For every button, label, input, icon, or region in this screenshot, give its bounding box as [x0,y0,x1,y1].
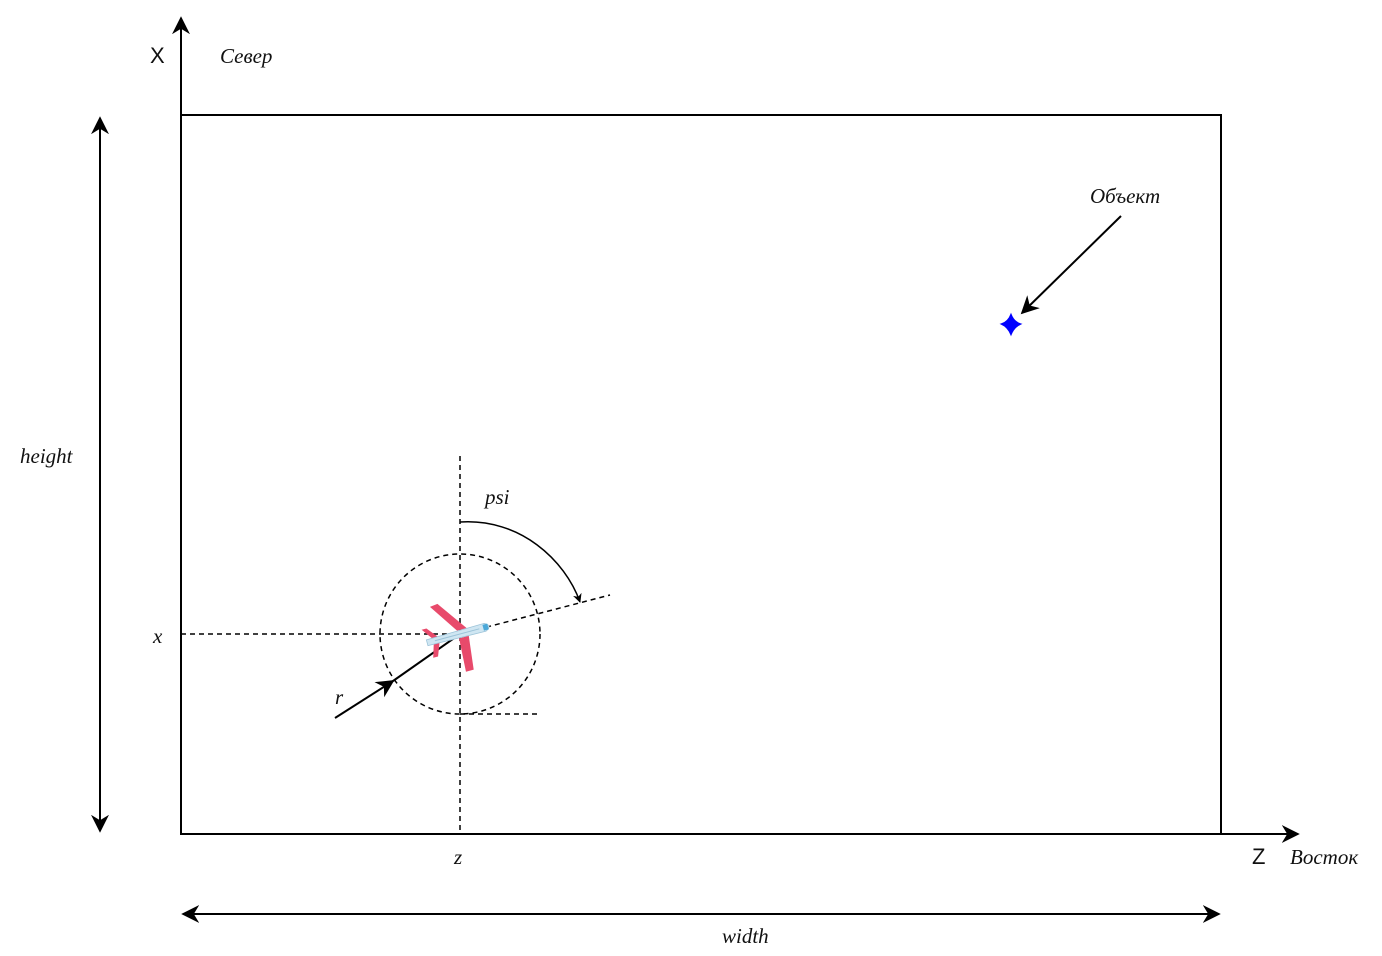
north-label: Север [220,44,272,68]
z-coordinate-label: z [453,845,462,869]
r-radius-arrow [334,680,395,719]
heading-dashed-line [459,594,611,635]
field-rectangle [180,114,1222,835]
r-radius-line [392,633,461,682]
psi-angle-arc [459,521,582,603]
z-axis-label: Z [1252,844,1265,869]
x-axis-label: X [150,43,165,68]
x-coordinate-label: x [152,624,163,648]
radius-dashed-circle [379,553,541,715]
width-label: width [722,924,769,948]
psi-label: psi [483,485,510,509]
object-label: Объект [1090,184,1160,208]
height-label: height [20,444,74,468]
four-point-star-icon [999,312,1023,337]
east-label: Восток [1290,845,1358,869]
object-pointer-arrow [1020,215,1122,315]
airplane-icon [421,603,490,672]
r-label: r [335,685,344,709]
